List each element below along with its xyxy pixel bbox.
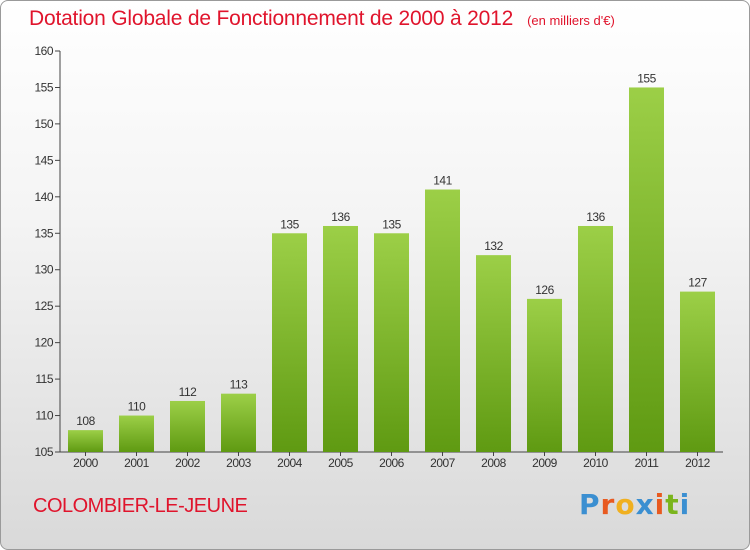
x-tick-label: 2007 <box>430 456 456 470</box>
logo-letter: o <box>615 488 636 521</box>
bar-value-label: 110 <box>128 400 146 414</box>
y-tick-label: 155 <box>34 80 53 94</box>
x-tick-label: 2004 <box>277 456 303 470</box>
y-tick-label: 140 <box>34 190 53 204</box>
bar <box>425 189 460 452</box>
proxiti-logo: Proxiti <box>579 488 690 521</box>
bar-value-label: 127 <box>688 276 707 290</box>
logo-letter: P <box>579 488 601 521</box>
y-tick-label: 145 <box>34 153 53 167</box>
y-tick-label: 125 <box>34 299 53 313</box>
bar-value-label: 113 <box>230 378 248 392</box>
chart-unit: (en milliers d'€) <box>527 13 615 28</box>
x-tick-label: 2000 <box>73 456 99 470</box>
bar <box>527 298 562 452</box>
logo-letter: i <box>679 488 691 521</box>
x-tick-label: 2012 <box>685 456 711 470</box>
bar <box>578 225 613 452</box>
commune-name: COLOMBIER-LE-JEUNE <box>33 495 248 517</box>
bar-value-label: 136 <box>586 210 605 224</box>
y-tick-label: 120 <box>34 336 53 350</box>
x-tick-label: 2010 <box>583 456 609 470</box>
bar <box>68 430 103 452</box>
x-tick-label: 2008 <box>481 456 507 470</box>
y-tick-label: 115 <box>35 372 53 386</box>
bar <box>221 393 256 452</box>
bar-value-label: 108 <box>76 414 95 428</box>
chart-title: Dotation Globale de Fonctionnement de 20… <box>29 7 615 31</box>
bar <box>374 233 409 452</box>
x-tick-label: 2006 <box>379 456 405 470</box>
bar-value-label: 112 <box>179 385 197 399</box>
y-tick-label: 110 <box>35 409 53 423</box>
bar <box>629 87 664 453</box>
y-tick-label: 135 <box>34 226 53 240</box>
x-tick-label: 2001 <box>124 456 150 470</box>
bar <box>476 255 511 452</box>
bar <box>680 291 715 452</box>
bar-value-label: 132 <box>484 239 503 253</box>
logo-letter: r <box>600 488 616 521</box>
x-tick-label: 2011 <box>635 456 660 470</box>
y-tick-label: 105 <box>34 445 53 459</box>
bar-value-label: 135 <box>280 217 299 231</box>
bar-value-label: 136 <box>331 210 350 224</box>
bar <box>170 400 205 452</box>
x-tick-label: 2002 <box>175 456 201 470</box>
bar-value-label: 126 <box>535 283 554 297</box>
chart-title-text: Dotation Globale de Fonctionnement de 20… <box>29 7 514 30</box>
y-tick-label: 150 <box>34 117 53 131</box>
x-tick-label: 2005 <box>328 456 354 470</box>
bar <box>119 415 154 452</box>
bar-value-label: 155 <box>637 71 656 85</box>
x-tick-label: 2009 <box>532 456 558 470</box>
logo-letter: t <box>665 488 680 521</box>
logo-letter: x <box>635 488 655 521</box>
bar-value-label: 135 <box>382 217 401 231</box>
logo-letter: i <box>654 488 666 521</box>
bar <box>323 225 358 452</box>
y-tick-label: 160 <box>34 44 53 58</box>
bar-value-label: 141 <box>433 174 452 188</box>
bar <box>272 233 307 452</box>
y-tick-label: 130 <box>34 263 53 277</box>
x-tick-label: 2003 <box>226 456 252 470</box>
